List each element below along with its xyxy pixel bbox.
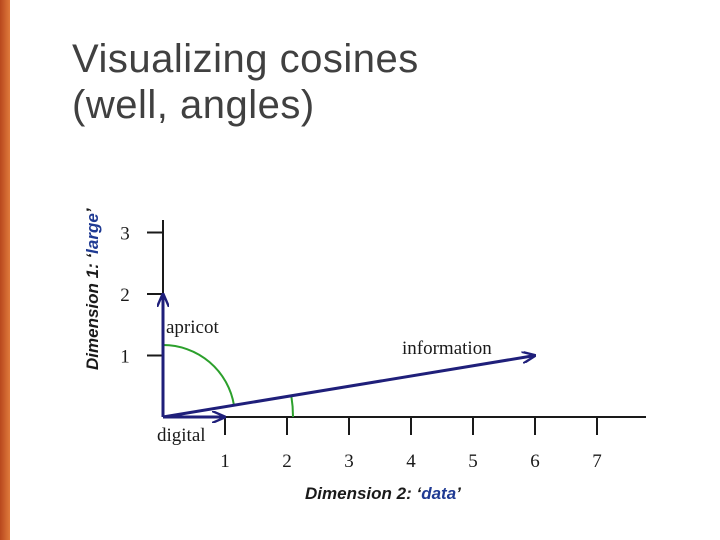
vector-label-information: information (402, 338, 492, 359)
x-tick-label-1: 1 (220, 451, 230, 472)
y-axis-title: Dimension 1: ‘large’ (83, 208, 102, 370)
angle-arc-digital-information (290, 395, 295, 418)
x-axis-title-prefix: Dimension 2: ‘ (305, 484, 421, 503)
vector-information (162, 356, 535, 419)
y-tick-label-3: 3 (120, 224, 130, 245)
x-axis-title-word: data (421, 484, 456, 503)
x-axis-title-suffix: ’ (456, 484, 461, 503)
y-axis-ticks: 1 2 3 (120, 224, 163, 368)
x-axis-ticks: 1 2 3 4 5 6 7 (220, 417, 602, 472)
x-tick-label-4: 4 (406, 451, 416, 472)
x-tick-label-5: 5 (468, 451, 478, 472)
slide-title-line-1: Visualizing cosines (72, 37, 419, 81)
slide-title-line-2: (well, angles) (72, 83, 315, 127)
x-axis-title: Dimension 2: ‘data’ (305, 484, 461, 503)
x-tick-label-7: 7 (592, 451, 602, 472)
y-tick-label-1: 1 (120, 347, 130, 368)
y-axis-title-suffix: ’ (83, 208, 102, 213)
x-tick-label-2: 2 (282, 451, 292, 472)
vectors (163, 294, 535, 417)
y-tick-label-2: 2 (120, 285, 130, 306)
slide-title: Visualizing cosines (well, angles) (72, 36, 419, 128)
x-tick-label-3: 3 (344, 451, 354, 472)
angle-arc-apricot-digital (162, 344, 235, 406)
accent-bar (0, 0, 10, 540)
y-axis-title-prefix: Dimension 1: ‘ (83, 254, 102, 370)
vector-label-digital: digital (157, 425, 206, 446)
y-axis-title-word: large (83, 213, 102, 254)
vector-label-apricot: apricot (166, 317, 219, 338)
x-tick-label-6: 6 (530, 451, 540, 472)
